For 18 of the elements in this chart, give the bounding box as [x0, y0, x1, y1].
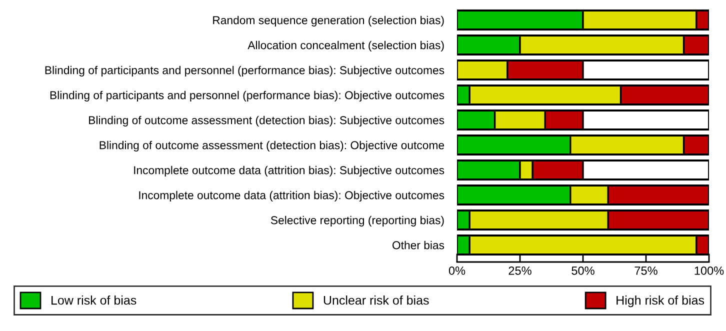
y-tick-label: Blinding of participants and personnel (performance bias): Subjective outcomes: [45, 66, 444, 76]
y-tick-label: Incomplete outcome data (attrition bias): Subjective outcomes: [134, 166, 444, 176]
y-tick-label: Blinding of outcome assessment (detection bias): Objective outcome: [100, 140, 444, 152]
legend-label: Unclear risk of bias: [324, 296, 429, 305]
x-tick-label: 50%: [572, 266, 594, 275]
y-tick-label: Incomplete outcome data (attrition bias): Objective outcomes: [139, 190, 444, 202]
x-tick-label: 100%: [694, 266, 724, 275]
y-tick-label: Allocation concealment (selection bias): [248, 40, 444, 52]
x-tick-label: 0%: [448, 266, 466, 275]
y-tick-label: Blinding of participants and personnel (performance bias): Objective outcomes: [50, 90, 444, 102]
x-tick-label: 75%: [634, 266, 658, 275]
legend-label: High risk of bias: [616, 296, 704, 308]
y-tick-label: Selective reporting (reporting bias): [270, 216, 444, 226]
y-tick-label: Random sequence generation (selection bias): [213, 16, 444, 26]
x-tick-label: 25%: [508, 266, 532, 275]
legend-label: Low risk of bias: [52, 296, 136, 305]
y-tick-label: Blinding of outcome assessment (detection bias): Subjective outcomes: [89, 116, 444, 126]
y-tick-label: Other bias: [392, 240, 444, 250]
